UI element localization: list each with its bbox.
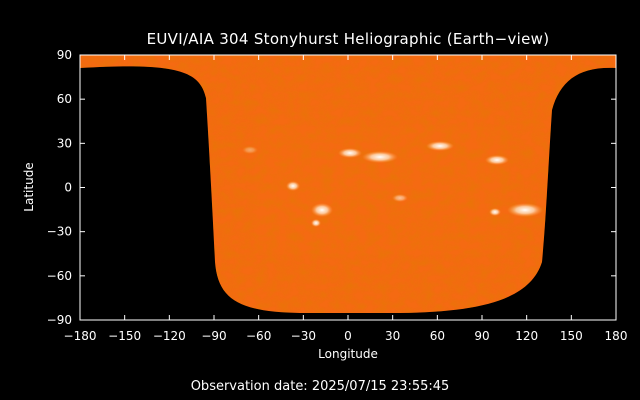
active-region (311, 219, 321, 227)
y-axis: 90 60 30 0 −30 −60 −90 (47, 48, 616, 327)
active-region (507, 203, 543, 217)
active-region (338, 148, 362, 158)
active-region (311, 203, 333, 217)
y-tick-label: 30 (57, 136, 72, 150)
y-tick-label: −30 (47, 225, 72, 239)
observation-date-line: Observation date: 2025/07/15 23:55:45 (0, 379, 640, 394)
observation-label: Observation date: (190, 379, 308, 394)
x-tick-label: 150 (560, 329, 583, 343)
y-tick-label: 90 (57, 48, 72, 62)
active-region (242, 146, 258, 154)
active-region (286, 181, 300, 191)
x-axis-label: Longitude (318, 347, 378, 361)
active-region (426, 141, 454, 151)
active-region (392, 194, 408, 202)
active-region (362, 151, 398, 163)
x-tick-label: −150 (108, 329, 141, 343)
y-tick-label: 60 (57, 92, 72, 106)
y-axis-label: Latitude (22, 162, 36, 212)
x-tick-label: −60 (246, 329, 271, 343)
y-tick-label: −60 (47, 269, 72, 283)
x-tick-label: 60 (430, 329, 445, 343)
x-tick-label: 90 (474, 329, 489, 343)
x-tick-label: −90 (201, 329, 226, 343)
x-tick-label: −180 (64, 329, 97, 343)
x-axis: −180 −150 −120 −90 −60 −30 0 30 60 90 120 150 180 (64, 55, 628, 343)
y-tick-label: 0 (64, 181, 72, 195)
active-region (485, 155, 509, 165)
chart-title: EUVI/AIA 304 Stonyhurst Heliographic (Ea… (146, 30, 550, 48)
observation-date: 2025/07/15 23:55:45 (311, 379, 450, 394)
x-tick-label: 0 (344, 329, 352, 343)
x-tick-label: −30 (291, 329, 316, 343)
x-tick-label: −120 (153, 329, 186, 343)
x-tick-label: 120 (515, 329, 538, 343)
x-tick-label: 180 (605, 329, 628, 343)
active-region (489, 208, 501, 216)
y-tick-label: −90 (47, 313, 72, 327)
x-tick-label: 30 (385, 329, 400, 343)
